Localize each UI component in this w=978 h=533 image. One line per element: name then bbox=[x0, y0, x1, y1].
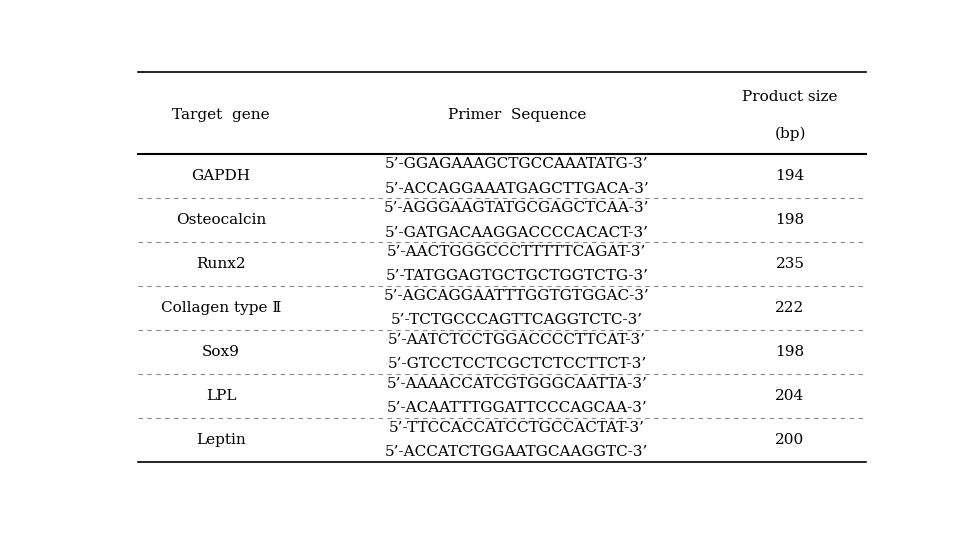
Text: 198: 198 bbox=[775, 345, 804, 359]
Text: 5’-TCTGCCCAGTTCAGGTCTC-3’: 5’-TCTGCCCAGTTCAGGTCTC-3’ bbox=[390, 313, 643, 327]
Text: Sox9: Sox9 bbox=[201, 345, 240, 359]
Text: GAPDH: GAPDH bbox=[192, 169, 250, 183]
Text: (bp): (bp) bbox=[774, 126, 805, 141]
Text: 5’-ACCATCTGGAATGCAAGGTC-3’: 5’-ACCATCTGGAATGCAAGGTC-3’ bbox=[384, 446, 648, 459]
Text: 200: 200 bbox=[775, 433, 804, 447]
Text: 5’-AAAACCATCGTGGGCAATTA-3’: 5’-AAAACCATCGTGGGCAATTA-3’ bbox=[386, 377, 646, 391]
Text: 222: 222 bbox=[775, 301, 804, 315]
Text: 5’-TATGGAGTGCTGCTGGTCTG-3’: 5’-TATGGAGTGCTGCTGGTCTG-3’ bbox=[385, 270, 647, 284]
Text: 5’-AATCTCCTGGACCCCTTCAT-3’: 5’-AATCTCCTGGACCCCTTCAT-3’ bbox=[387, 333, 645, 347]
Text: 5’-ACCAGGAAATGAGCTTGACA-3’: 5’-ACCAGGAAATGAGCTTGACA-3’ bbox=[384, 182, 648, 196]
Text: 235: 235 bbox=[775, 257, 804, 271]
Text: 5’-GATGACAAGGACCCCACACT-3’: 5’-GATGACAAGGACCCCACACT-3’ bbox=[384, 225, 648, 239]
Text: Target  gene: Target gene bbox=[172, 108, 270, 122]
Text: Leptin: Leptin bbox=[196, 433, 245, 447]
Text: 5’-AGCAGGAATTTGGTGTGGAC-3’: 5’-AGCAGGAATTTGGTGTGGAC-3’ bbox=[383, 289, 649, 303]
Text: 5’-TTCCACCATCCTGCCACTAT-3’: 5’-TTCCACCATCCTGCCACTAT-3’ bbox=[388, 421, 645, 435]
Text: 5’-AACTGGGCCCTTTTTCAGAT-3’: 5’-AACTGGGCCCTTTTTCAGAT-3’ bbox=[387, 245, 645, 259]
Text: 204: 204 bbox=[775, 389, 804, 403]
Text: Collagen type Ⅱ: Collagen type Ⅱ bbox=[160, 301, 281, 315]
Text: Runx2: Runx2 bbox=[196, 257, 245, 271]
Text: 5’-GGAGAAAGCTGCCAAATATG-3’: 5’-GGAGAAAGCTGCCAAATATG-3’ bbox=[384, 157, 648, 171]
Text: 198: 198 bbox=[775, 213, 804, 227]
Text: 5’-AGGGAAGTATGCGAGCTCAA-3’: 5’-AGGGAAGTATGCGAGCTCAA-3’ bbox=[383, 201, 649, 215]
Text: 5’-ACAATTTGGATTCCCAGCAA-3’: 5’-ACAATTTGGATTCCCAGCAA-3’ bbox=[386, 401, 646, 415]
Text: 194: 194 bbox=[775, 169, 804, 183]
Text: Primer  Sequence: Primer Sequence bbox=[447, 108, 586, 122]
Text: Product size: Product size bbox=[741, 90, 837, 104]
Text: 5’-GTCCTCCTCGCTCTCCTTCT-3’: 5’-GTCCTCCTCGCTCTCCTTCT-3’ bbox=[387, 358, 645, 372]
Text: LPL: LPL bbox=[205, 389, 236, 403]
Text: Osteocalcin: Osteocalcin bbox=[176, 213, 266, 227]
